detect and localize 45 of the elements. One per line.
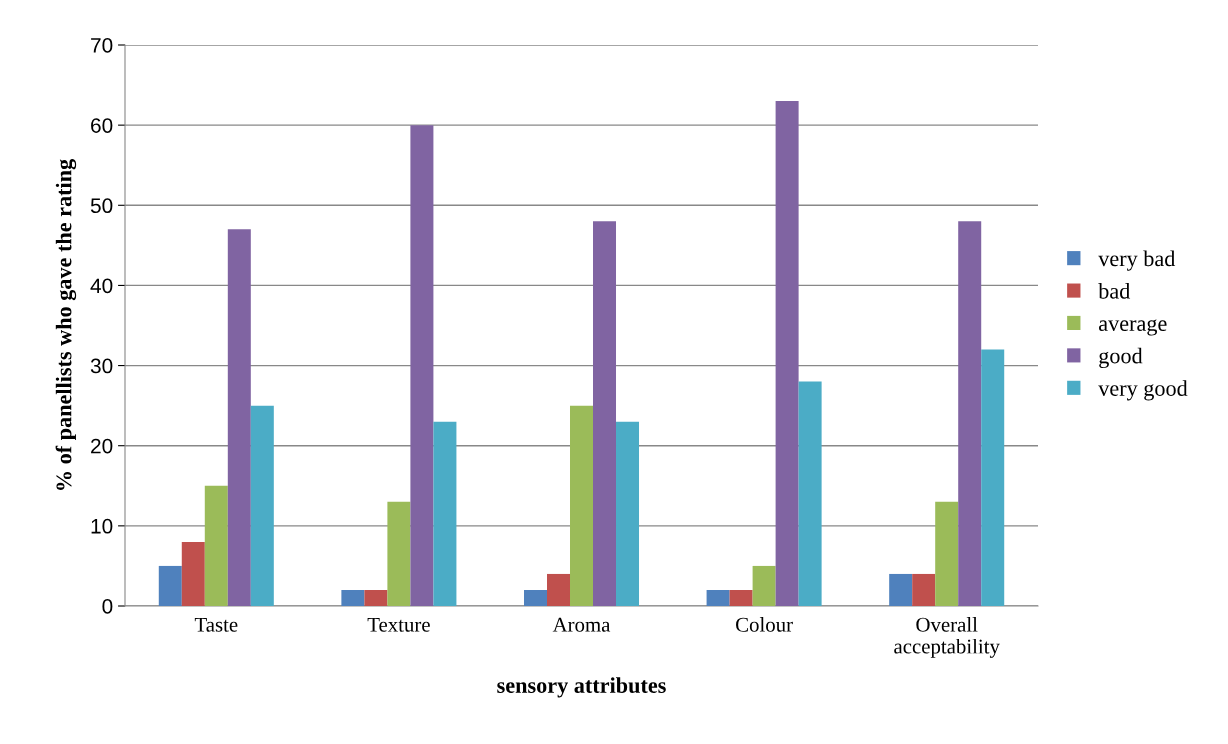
bar [181, 541, 205, 606]
bar [523, 589, 547, 606]
x-tick-label: Overall acceptability [894, 617, 1000, 658]
bar [364, 589, 388, 606]
bar [616, 421, 640, 606]
legend-label: very good [1098, 380, 1188, 401]
bar [341, 589, 365, 606]
bar [593, 221, 617, 606]
y-tick-label: 30 [90, 358, 113, 374]
bar [204, 485, 228, 606]
bar [752, 565, 776, 606]
y-tick-label: 0 [102, 599, 113, 614]
bar [981, 349, 1005, 606]
bar [912, 573, 936, 606]
bar [387, 501, 411, 606]
bar [729, 589, 753, 606]
legend-label: bad [1098, 282, 1131, 299]
bar [158, 565, 182, 606]
bar [775, 101, 799, 606]
bar [935, 501, 959, 606]
y-tick-label: 70 [91, 38, 113, 53]
y-tick-label: 20 [91, 438, 113, 454]
y-tick-label: 40 [90, 278, 113, 294]
y-tick-label: 50 [90, 198, 113, 214]
y-tick-label: 10 [91, 518, 113, 534]
legend-label: good [1099, 347, 1143, 369]
y-axis-title: % of panellists who gave the rating [55, 159, 77, 490]
bar [798, 381, 822, 606]
x-tick-label: Taste [194, 617, 238, 632]
bar [227, 229, 251, 606]
bar [410, 125, 434, 606]
legend-label: very bad [1098, 250, 1176, 271]
bar [889, 573, 913, 606]
bar [433, 421, 457, 606]
x-tick-label: Texture [367, 617, 430, 632]
x-tick-label: Aroma [552, 617, 611, 632]
bar [570, 405, 593, 606]
legend-label: average [1099, 319, 1167, 336]
x-axis-title: sensory attributes [497, 677, 666, 698]
bar [706, 589, 730, 606]
bar [250, 405, 274, 606]
y-tick-label: 60 [91, 118, 113, 133]
bar [546, 573, 570, 606]
bar [958, 221, 982, 606]
x-tick-label: Colour [736, 617, 793, 632]
